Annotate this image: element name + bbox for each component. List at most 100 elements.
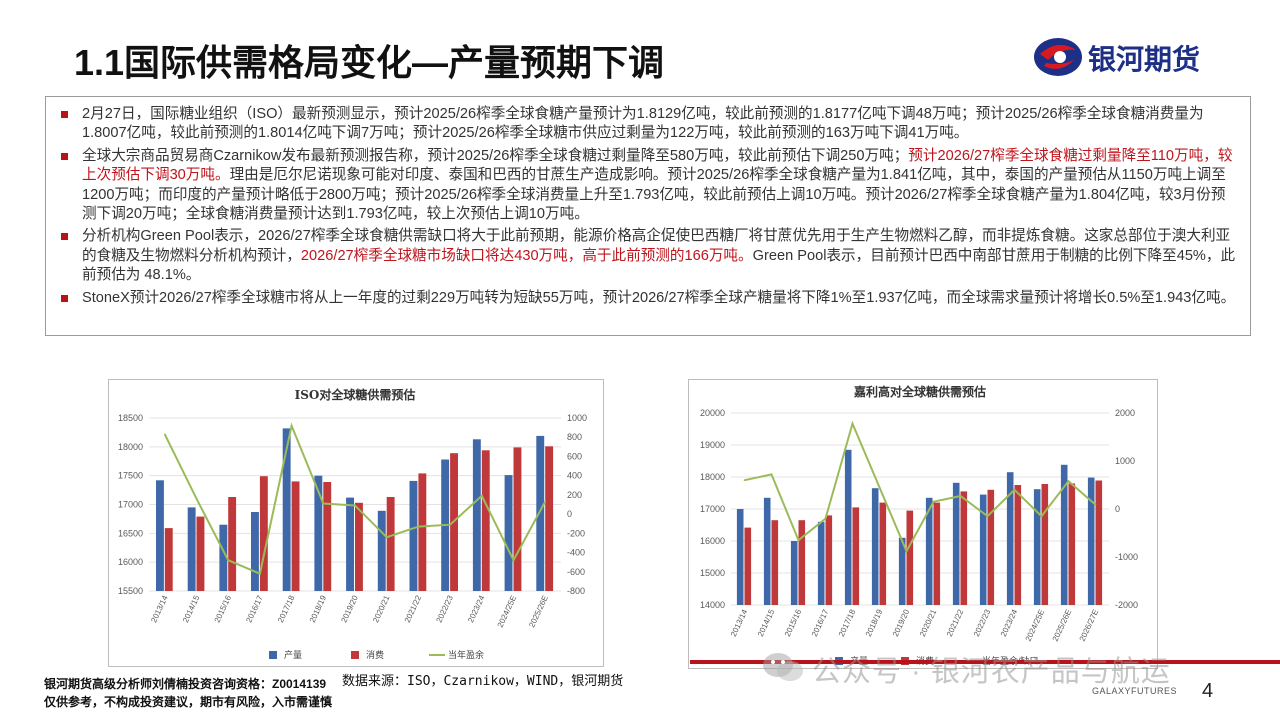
right-axis-tick: -200	[567, 528, 585, 538]
point-当年盈余	[195, 497, 198, 500]
bar-产量	[790, 541, 798, 605]
right-axis-tick: -1000	[1115, 552, 1138, 562]
point-当年盈余	[449, 523, 451, 526]
bar-产量	[763, 497, 771, 605]
point-当年盈余	[417, 525, 420, 528]
category-label: 2019/20	[891, 608, 912, 639]
category-label: 2017/18	[276, 594, 297, 625]
right-axis-tick: 0	[1115, 504, 1120, 514]
iso-chart: ISO对全球糖供需预估 15500 16000 16500 17000 17500 1800…	[108, 379, 604, 667]
point-当年盈余	[322, 502, 325, 505]
left-axis-tick: 14000	[700, 600, 725, 610]
left-axis-tick: 17500	[118, 471, 143, 481]
right-axis-tick: 1000	[567, 413, 587, 423]
bar-消费	[1068, 483, 1076, 605]
category-label: 2020/21	[918, 608, 939, 639]
legend-label: 产量	[284, 649, 302, 660]
bar-产量	[314, 475, 323, 591]
bar-产量	[504, 475, 513, 591]
bullet-text: 全球大宗商品贸易商Czarnikow发布最新预测报告称，预计2025/26榨季全…	[82, 147, 909, 164]
category-label: 2019/20	[339, 594, 360, 625]
bar-产量	[282, 428, 291, 591]
right-axis-tick: 200	[567, 490, 582, 500]
bar-产量	[817, 521, 825, 605]
right-axis-tick: 1000	[1115, 456, 1135, 466]
line-当年盈余/缺口	[744, 420, 1097, 554]
point-当年盈余	[512, 559, 515, 561]
bar-产量	[377, 510, 386, 591]
category-label: 2021/22	[403, 594, 424, 625]
bar-消费	[259, 476, 268, 591]
category-label: 2023/24	[999, 608, 1020, 639]
point-当年盈余	[481, 495, 483, 497]
bar-产量	[979, 494, 987, 605]
bar-产量	[844, 449, 852, 605]
footer-disclaimer: 银河期货高级分析师刘倩楠投资咨询资格：Z0014139 仅供参考，不构成投资建议…	[44, 675, 332, 711]
bullet-text: 2月27日，国际糖业组织（ISO）最新预测显示，预计2025/26榨季全球食糖产…	[82, 106, 1204, 142]
bar-产量	[346, 497, 354, 591]
right-axis-tick: -800	[567, 586, 585, 596]
left-axis-tick: 15000	[700, 568, 725, 578]
bar-消费	[933, 502, 941, 605]
point-当年盈余/缺口	[932, 501, 935, 503]
category-label: 2016/17	[244, 594, 265, 625]
bar-消费	[386, 497, 395, 591]
bar-消费	[987, 489, 995, 605]
page-title: 1.1国际供需格局变化—产量预期下调	[74, 42, 665, 83]
bar-消费	[798, 520, 806, 605]
point-当年盈余/缺口	[905, 550, 908, 552]
category-label: 2024/25E	[1024, 608, 1047, 643]
highlight-text: 2026/27榨季全球糖市场缺口将达430万吨，高于此前预测的166万吨。	[300, 247, 753, 264]
highlight-text: 预计2026/27榨季全球食糖过剩量降至110万吨，较上次预估下调30万吨。	[82, 147, 1233, 184]
bar-消费	[291, 481, 300, 591]
bar-消费	[744, 527, 752, 605]
category-label: 2014/15	[756, 608, 777, 639]
data-source: 数据来源：ISO，Czarnikow，WIND，银河期货	[342, 674, 624, 689]
czarnikow-chart: 嘉利高对全球糖供需预估 14000 15000 16000 17000 18000 1900…	[688, 379, 1158, 669]
bar-产量	[952, 482, 960, 605]
point-当年盈余/缺口	[851, 422, 854, 425]
bullet-text: 分析机构Green Pool表示，2026/27榨季全球食糖供需缺口将大于此前预…	[82, 228, 1231, 264]
legend-swatch	[269, 651, 277, 659]
bar-消费	[196, 516, 205, 591]
bar-消费	[513, 447, 522, 591]
point-当年盈余/缺口	[770, 473, 773, 476]
galaxy-futures-mark: GALAXYFUTURES	[1092, 686, 1178, 696]
bullet-text: StoneX预计2026/27榨季全球糖市将从上一年度的过剩229万吨转为短缺5…	[82, 289, 1236, 306]
right-axis-tick: 0	[567, 509, 572, 519]
bar-产量	[219, 524, 228, 591]
bar-产量	[472, 439, 481, 591]
legend-label: 当年盈余	[448, 649, 484, 660]
category-label: 2022/23	[972, 608, 993, 639]
point-当年盈余/缺口	[878, 486, 881, 489]
bar-消费	[906, 510, 914, 605]
point-当年盈余	[354, 504, 356, 507]
bar-产量	[1060, 464, 1068, 605]
right-axis-tick: -600	[567, 567, 585, 577]
bar-消费	[228, 497, 237, 591]
bar-消费	[825, 515, 833, 605]
right-axis-tick: -400	[567, 548, 585, 558]
category-label: 2025/26E	[527, 594, 550, 629]
footer-accent-line	[690, 660, 1280, 664]
left-axis-tick: 18000	[700, 472, 725, 482]
point-当年盈余/缺口	[1094, 503, 1097, 506]
category-label: 2014/15	[181, 594, 202, 625]
category-label: 2018/19	[308, 594, 329, 625]
left-axis-tick: 16000	[118, 557, 143, 567]
analyst-line: 银河期货高级分析师刘倩楠投资咨询资格：Z0014139	[44, 677, 327, 691]
bullet-text: 理由是厄尔尼诺现象可能对印度、泰国和巴西的甘蔗生产造成影响。预计2025/26榨…	[82, 167, 1226, 223]
left-axis-tick: 16000	[700, 536, 725, 546]
left-axis-tick: 15500	[118, 586, 143, 596]
point-当年盈余	[227, 559, 229, 561]
bar-产量	[156, 480, 164, 591]
chart-title: 嘉利高对全球糖供需预估	[853, 384, 986, 399]
bullet-text: Green Pool表示，目前预计巴西中南部甘蔗用于制糖的比例下降至45%，此前…	[82, 247, 1236, 284]
category-label: 2020/21	[371, 594, 392, 625]
bar-产量	[1033, 489, 1041, 605]
disclaimer-line: 仅供参考，不构成投资建议，期市有风险，入市需谨慎	[44, 695, 333, 709]
left-axis-tick: 18500	[118, 413, 143, 423]
brand-name: 银河期货	[1088, 44, 1201, 75]
bar-产量	[409, 480, 418, 591]
left-axis-tick: 20000	[700, 408, 725, 418]
